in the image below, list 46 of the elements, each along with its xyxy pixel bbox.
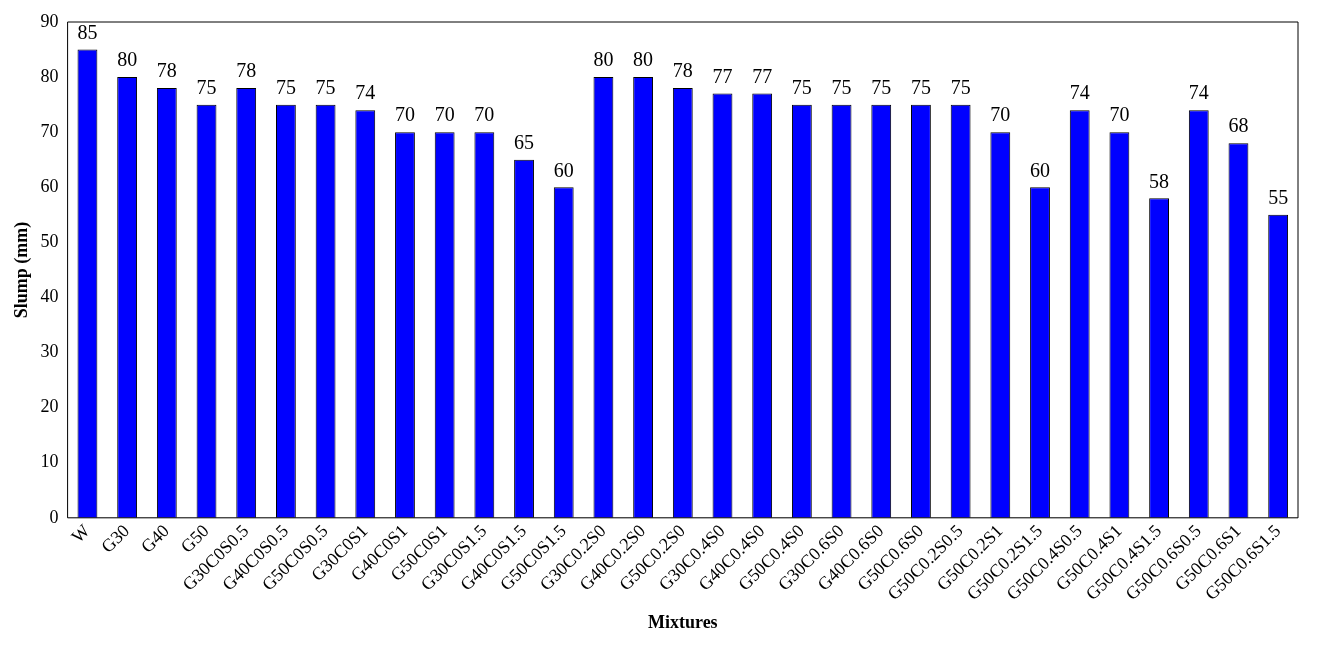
data-label: 70: [394, 103, 415, 126]
x-tick-label: G40: [136, 520, 173, 557]
data-label: 75: [950, 75, 971, 98]
x-tick-label: G30: [97, 520, 134, 557]
data-label: 70: [474, 103, 495, 126]
data-label: 77: [752, 64, 773, 87]
y-tick-label: 10: [40, 451, 59, 472]
data-label: 74: [355, 81, 376, 104]
data-label: 80: [633, 48, 654, 71]
x-axis-title: Mixtures: [647, 611, 718, 632]
x-tick-label: W: [67, 520, 94, 547]
data-label: 60: [1030, 158, 1051, 181]
y-tick-label: 20: [40, 396, 59, 417]
data-label: 80: [117, 48, 138, 71]
y-tick-label: 60: [40, 176, 59, 197]
data-label: 75: [275, 75, 296, 98]
data-label: 58: [1149, 169, 1170, 192]
data-label: 80: [593, 48, 614, 71]
y-axis-title: Slump (mm): [11, 221, 33, 319]
data-label: 74: [1069, 81, 1090, 104]
y-tick-label: 40: [40, 286, 59, 307]
data-label: 70: [434, 103, 455, 126]
data-label: 70: [990, 103, 1011, 126]
data-label: 75: [791, 75, 812, 98]
data-label: 77: [712, 64, 733, 87]
data-label: 55: [1268, 186, 1289, 209]
y-tick-label: 50: [40, 231, 59, 252]
y-tick-label: 80: [40, 65, 59, 86]
data-label: 75: [315, 75, 336, 98]
y-tick-label: 70: [40, 120, 59, 141]
data-label: 75: [196, 75, 217, 98]
data-label: 78: [672, 59, 693, 82]
data-label: 65: [514, 130, 535, 153]
data-label: 75: [910, 75, 931, 98]
data-label: 68: [1228, 114, 1249, 137]
y-tick-label: 0: [49, 506, 59, 527]
data-label: 85: [77, 20, 98, 43]
y-tick-label: 90: [40, 10, 59, 31]
data-label: 78: [156, 59, 177, 82]
data-label: 75: [871, 75, 892, 98]
data-label: 75: [831, 75, 852, 98]
y-tick-label: 30: [40, 341, 59, 362]
data-label: 60: [553, 158, 574, 181]
data-label: 78: [236, 59, 257, 82]
data-label: 74: [1188, 81, 1209, 104]
data-label: 70: [1109, 103, 1130, 126]
